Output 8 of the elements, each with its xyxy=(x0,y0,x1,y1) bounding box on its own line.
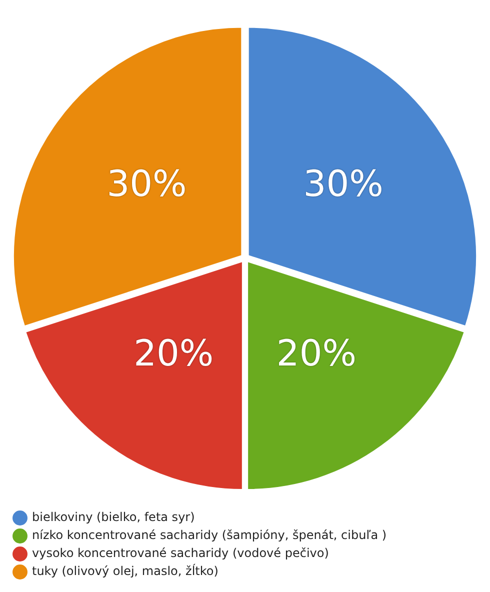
data-label: 20% xyxy=(134,334,214,375)
legend-label: vysoko koncentrované sacharidy (vodové pečivo) xyxy=(32,546,329,560)
data-label: 20% xyxy=(276,334,356,375)
data-label: 30% xyxy=(106,164,187,205)
data-label: 30% xyxy=(303,164,384,205)
legend-label: tuky (olivový olej, maslo, žĺtko) xyxy=(32,563,218,578)
legend-label: bielkoviny (bielko, feta syr) xyxy=(32,510,195,524)
legend-label: nízko koncentrované sacharidy (šampióny, špenát, cibuľa ) xyxy=(32,528,387,542)
